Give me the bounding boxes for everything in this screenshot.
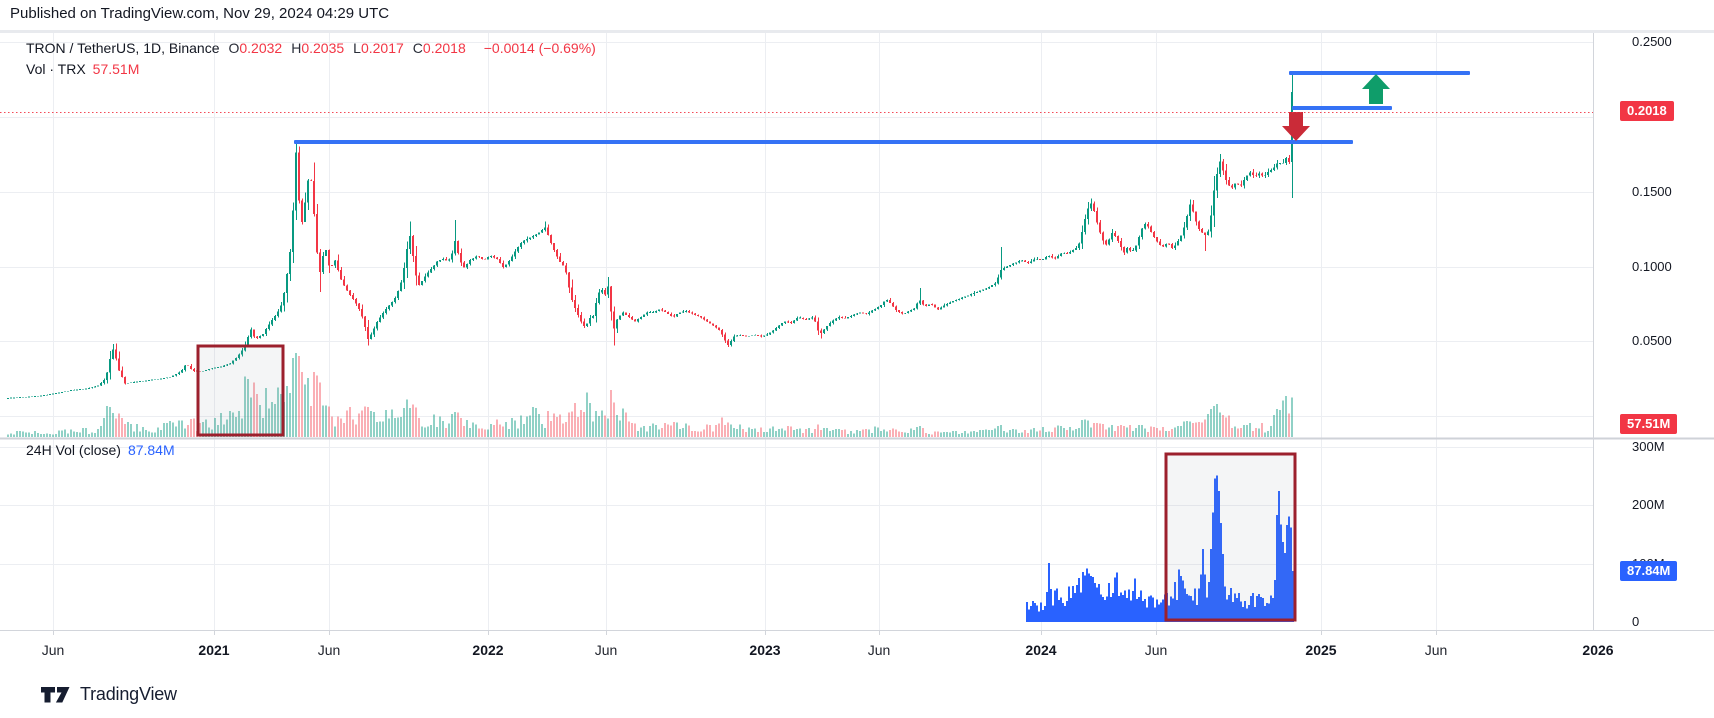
price-tick-0.2500: 0.2500 <box>1632 34 1672 50</box>
pane2-label: 24H Vol (close) <box>26 442 121 458</box>
ohlc-L: L0.2017 <box>353 40 404 56</box>
time-tick-2022: 2022 <box>472 642 504 658</box>
volume-label: Vol · TRX <box>26 61 86 77</box>
time-tick-Jun: Jun <box>1424 642 1448 658</box>
symbol-title: TRON / TetherUS, 1D, Binance <box>26 40 220 56</box>
price-tick-0.0500: 0.0500 <box>1632 333 1672 349</box>
vol-tick-300M: 300M <box>1632 438 1665 454</box>
price-tick-0.1000: 0.1000 <box>1632 258 1672 274</box>
published-line: Published on TradingView.com, Nov 29, 20… <box>10 5 390 22</box>
vol24h-bars <box>1026 475 1294 622</box>
ohlc-C: C0.2018 <box>412 40 466 56</box>
time-tick-2025: 2025 <box>1305 642 1337 658</box>
price-chart-canvas[interactable] <box>0 0 1714 680</box>
time-tick-2021: 2021 <box>198 642 230 658</box>
time-tick-2026: 2026 <box>1582 642 1614 658</box>
arrow-markers <box>1282 74 1390 141</box>
axis-borders <box>0 33 1714 635</box>
last-price-badge: 0.2018 <box>1620 101 1674 121</box>
pane2-value: 87.84M <box>127 442 175 458</box>
symbol-legend: TRON / TetherUS, 1D, Binance O0.2032 H0.2… <box>26 40 596 56</box>
time-tick-2023: 2023 <box>749 642 781 658</box>
brand-text: TradingView <box>80 684 177 704</box>
tradingview-logo-icon <box>40 686 71 704</box>
vol24h-badge: 87.84M <box>1620 561 1678 581</box>
ohlc-values: O0.2032 H0.2035 L0.2017 C0.2018 <box>228 40 474 56</box>
header-divider <box>0 30 1714 33</box>
highlight-boxes <box>196 344 1297 622</box>
pane2-legend: 24H Vol (close) 87.84M <box>26 442 175 458</box>
time-tick-Jun: Jun <box>867 642 891 658</box>
time-tick-Jun: Jun <box>317 642 341 658</box>
trendlines <box>294 71 1470 144</box>
price-tick-0.1500: 0.1500 <box>1632 183 1672 199</box>
vol-tick-200M: 200M <box>1632 497 1665 512</box>
up-arrow <box>1362 74 1390 104</box>
vol-tick-0: 0 <box>1632 614 1640 629</box>
volume-value: 57.51M <box>92 61 140 77</box>
time-tick-2024: 2024 <box>1025 642 1057 658</box>
ohlc-H: H0.2035 <box>291 40 345 56</box>
ohlc-O: O0.2032 <box>228 40 283 56</box>
change-value: −0.0014 (−0.69%) <box>483 40 596 56</box>
time-tick-Jun: Jun <box>1144 642 1168 658</box>
down-arrow <box>1282 112 1310 141</box>
tradingview-brand[interactable]: TradingView <box>40 684 177 705</box>
gridlines <box>0 33 1593 630</box>
volume-legend: Vol · TRX 57.51M <box>26 61 139 77</box>
volume-bars <box>7 352 1293 437</box>
volume-badge: 57.51M <box>1620 414 1678 434</box>
time-tick-Jun: Jun <box>594 642 618 658</box>
time-tick-Jun: Jun <box>41 642 65 658</box>
